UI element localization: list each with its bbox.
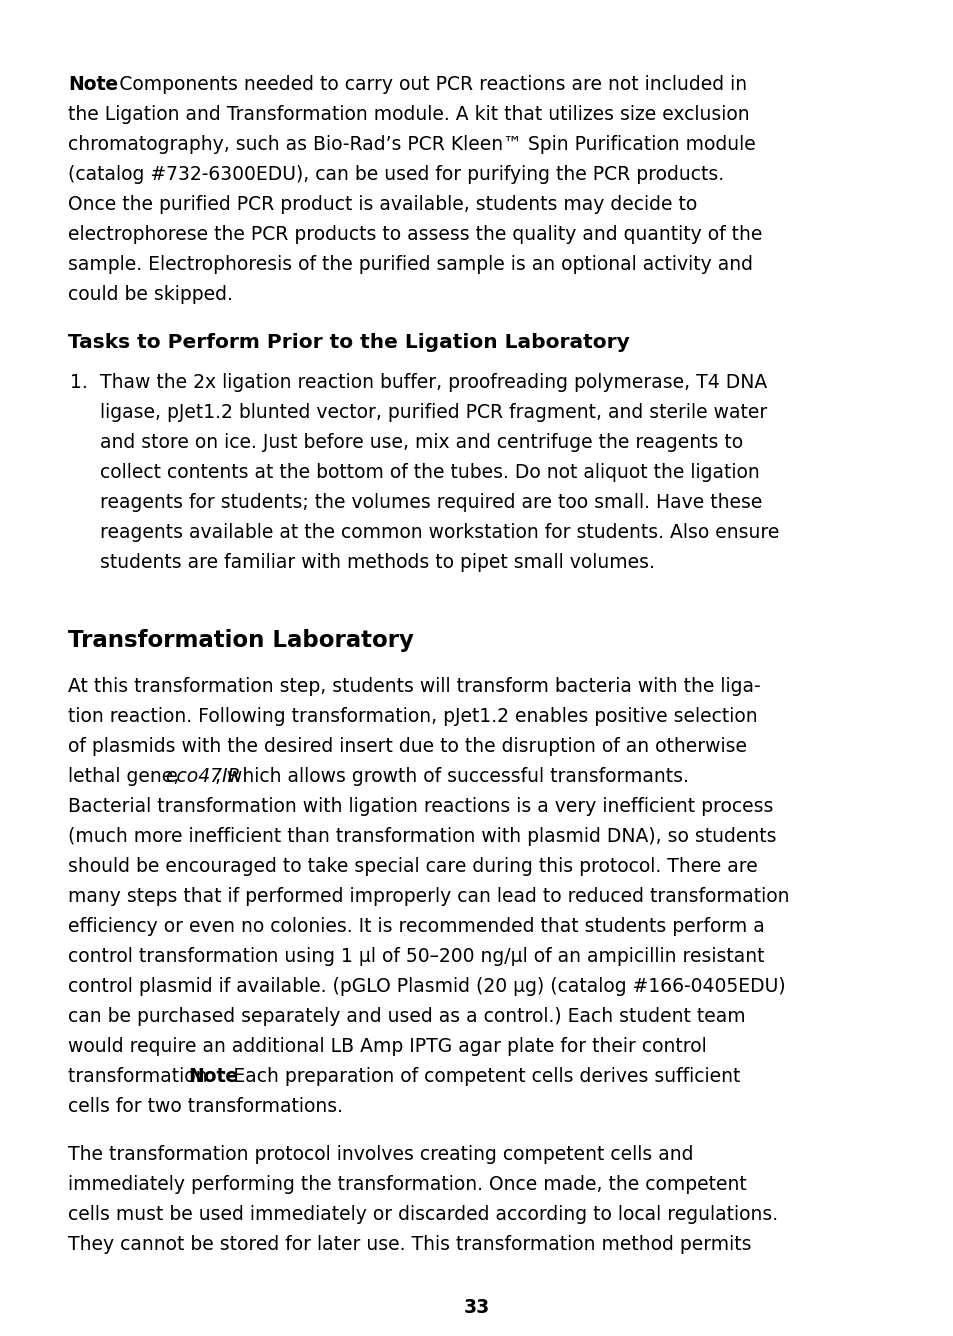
Text: 33: 33 bbox=[463, 1299, 490, 1317]
Text: collect contents at the bottom of the tubes. Do not aliquot the ligation: collect contents at the bottom of the tu… bbox=[100, 464, 759, 482]
Text: many steps that if performed improperly can lead to reduced transformation: many steps that if performed improperly … bbox=[68, 887, 789, 907]
Text: cells must be used immediately or discarded according to local regulations.: cells must be used immediately or discar… bbox=[68, 1205, 778, 1225]
Text: cells for two transformations.: cells for two transformations. bbox=[68, 1097, 343, 1117]
Text: tion reaction. Following transformation, pJet1.2 enables positive selection: tion reaction. Following transformation,… bbox=[68, 708, 757, 727]
Text: (much more inefficient than transformation with plasmid DNA), so students: (much more inefficient than transformati… bbox=[68, 827, 776, 847]
Text: reagents for students; the volumes required are too small. Have these: reagents for students; the volumes requi… bbox=[100, 493, 761, 513]
Text: , which allows growth of successful transformants.: , which allows growth of successful tran… bbox=[214, 767, 688, 787]
Text: Note: Note bbox=[68, 75, 118, 94]
Text: The transformation protocol involves creating competent cells and: The transformation protocol involves cre… bbox=[68, 1145, 693, 1165]
Text: :  Components needed to carry out PCR reactions are not included in: : Components needed to carry out PCR rea… bbox=[101, 75, 747, 94]
Text: ligase, pJet1.2 blunted vector, purified PCR fragment, and sterile water: ligase, pJet1.2 blunted vector, purified… bbox=[100, 403, 766, 422]
Text: chromatography, such as Bio-Rad’s PCR Kleen™ Spin Purification module: chromatography, such as Bio-Rad’s PCR Kl… bbox=[68, 135, 755, 154]
Text: control plasmid if available. (pGLO Plasmid (20 μg) (catalog #166-0405EDU): control plasmid if available. (pGLO Plas… bbox=[68, 978, 785, 997]
Text: students are familiar with methods to pipet small volumes.: students are familiar with methods to pi… bbox=[100, 553, 654, 573]
Text: Tasks to Perform Prior to the Ligation Laboratory: Tasks to Perform Prior to the Ligation L… bbox=[68, 333, 629, 351]
Text: control transformation using 1 μl of 50–200 ng/μl of an ampicillin resistant: control transformation using 1 μl of 50–… bbox=[68, 947, 763, 966]
Text: They cannot be stored for later use. This transformation method permits: They cannot be stored for later use. Thi… bbox=[68, 1236, 751, 1255]
Text: should be encouraged to take special care during this protocol. There are: should be encouraged to take special car… bbox=[68, 858, 757, 876]
Text: 1.: 1. bbox=[70, 374, 88, 393]
Text: of plasmids with the desired insert due to the disruption of an otherwise: of plasmids with the desired insert due … bbox=[68, 737, 746, 756]
Text: reagents available at the common workstation for students. Also ensure: reagents available at the common worksta… bbox=[100, 524, 779, 542]
Text: and store on ice. Just before use, mix and centrifuge the reagents to: and store on ice. Just before use, mix a… bbox=[100, 433, 742, 453]
Text: would require an additional LB Amp IPTG agar plate for their control: would require an additional LB Amp IPTG … bbox=[68, 1038, 706, 1057]
Text: Bacterial transformation with ligation reactions is a very inefficient process: Bacterial transformation with ligation r… bbox=[68, 798, 773, 816]
Text: efficiency or even no colonies. It is recommended that students perform a: efficiency or even no colonies. It is re… bbox=[68, 918, 764, 937]
Text: Once the purified PCR product is available, students may decide to: Once the purified PCR product is availab… bbox=[68, 195, 697, 214]
Text: sample. Electrophoresis of the purified sample is an optional activity and: sample. Electrophoresis of the purified … bbox=[68, 255, 752, 274]
Text: Thaw the 2x ligation reaction buffer, proofreading polymerase, T4 DNA: Thaw the 2x ligation reaction buffer, pr… bbox=[100, 374, 766, 393]
Text: electrophorese the PCR products to assess the quality and quantity of the: electrophorese the PCR products to asses… bbox=[68, 224, 761, 244]
Text: At this transformation step, students will transform bacteria with the liga-: At this transformation step, students wi… bbox=[68, 677, 760, 696]
Text: Note: Note bbox=[188, 1067, 237, 1086]
Text: can be purchased separately and used as a control.) Each student team: can be purchased separately and used as … bbox=[68, 1007, 745, 1026]
Text: eco47IR: eco47IR bbox=[165, 767, 241, 787]
Text: (catalog #732-6300EDU), can be used for purifying the PCR products.: (catalog #732-6300EDU), can be used for … bbox=[68, 166, 723, 184]
Text: transformation.: transformation. bbox=[68, 1067, 219, 1086]
Text: : Each preparation of competent cells derives sufficient: : Each preparation of competent cells de… bbox=[221, 1067, 740, 1086]
Text: lethal gene,: lethal gene, bbox=[68, 767, 185, 787]
Text: the Ligation and Transformation module. A kit that utilizes size exclusion: the Ligation and Transformation module. … bbox=[68, 106, 749, 124]
Text: could be skipped.: could be skipped. bbox=[68, 285, 233, 305]
Text: Transformation Laboratory: Transformation Laboratory bbox=[68, 629, 414, 652]
Text: immediately performing the transformation. Once made, the competent: immediately performing the transformatio… bbox=[68, 1176, 746, 1194]
